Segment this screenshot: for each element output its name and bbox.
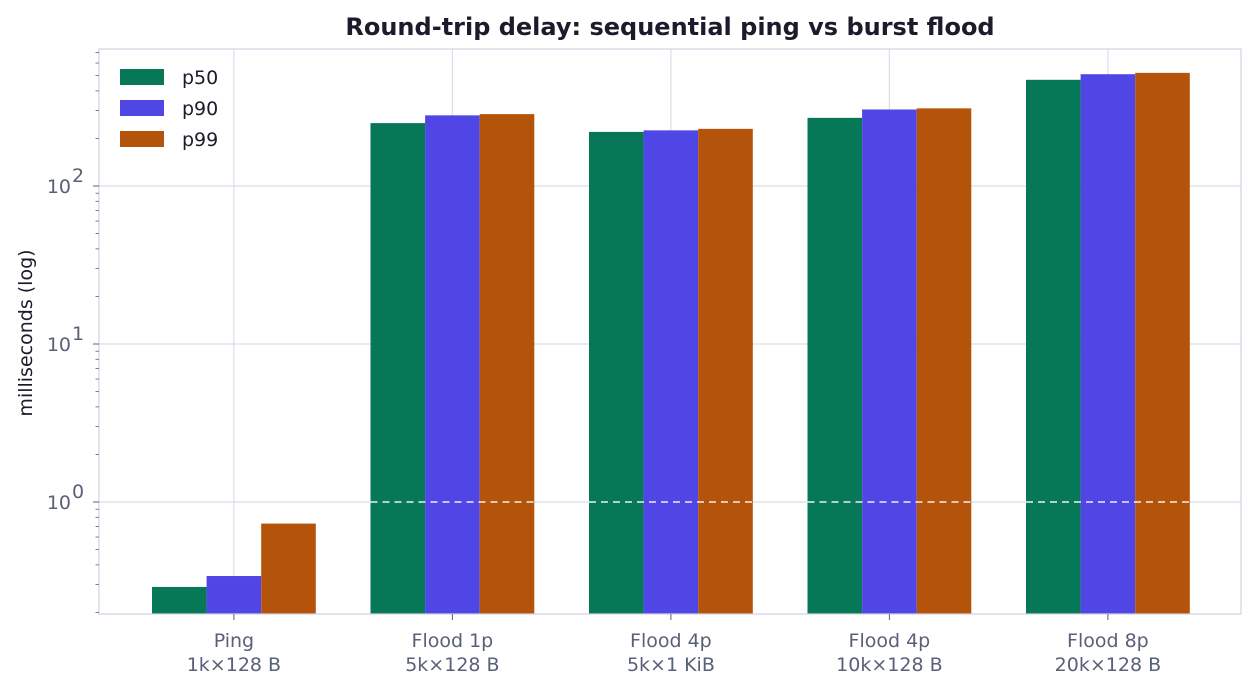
bar-p99 (698, 128, 753, 615)
y-tick-exponent: 1 (72, 323, 84, 345)
bar-p50 (807, 117, 863, 614)
bar-p90 (1080, 74, 1136, 614)
y-tick-exponent: 0 (72, 481, 84, 503)
legend-swatch-p50 (120, 69, 164, 85)
bar-p99 (261, 523, 316, 614)
bar-p99 (479, 114, 535, 614)
legend-label-p90: p90 (182, 98, 218, 120)
x-tick-label: 5k×128 B (405, 654, 499, 676)
bar-p50 (370, 123, 426, 614)
legend-swatch-p90 (120, 100, 164, 116)
y-tick-label: 10 (47, 176, 71, 198)
plot-frame (98, 48, 1242, 615)
legend: p50 p90 p99 (120, 67, 218, 151)
x-tick-label: Flood 4p (849, 630, 931, 652)
bar-p99 (1135, 72, 1190, 615)
x-tick-label: Flood 1p (412, 630, 494, 652)
legend-swatch-p99 (120, 131, 164, 147)
chart-title: Round-trip delay: sequential ping vs bur… (345, 13, 994, 41)
y-tick-label: 10 (47, 492, 71, 514)
legend-label-p99: p99 (182, 129, 218, 151)
bar-p50 (589, 131, 644, 614)
x-tick-label: Flood 8p (1067, 630, 1149, 652)
x-tick-label: 10k×128 B (836, 654, 942, 676)
y-tick-exponent: 2 (72, 165, 84, 187)
bar-p90 (206, 576, 262, 614)
bar-p90 (425, 115, 480, 614)
x-tick-label: 1k×128 B (187, 654, 281, 676)
bar-p50 (1026, 79, 1081, 615)
x-tick-label: Ping (214, 630, 254, 652)
x-tick-label: 20k×128 B (1055, 654, 1161, 676)
bar-p90 (862, 109, 917, 615)
legend-label-p50: p50 (182, 67, 218, 89)
y-tick-label: 10 (47, 334, 71, 356)
bar-p90 (643, 130, 699, 614)
bar-p99 (916, 108, 972, 614)
x-tick-label: Flood 4p (630, 630, 712, 652)
bars (152, 72, 1190, 615)
bar-p50 (152, 586, 207, 614)
y-axis-label: milliseconds (log) (15, 249, 37, 416)
x-tick-label: 5k×1 KiB (627, 654, 715, 676)
